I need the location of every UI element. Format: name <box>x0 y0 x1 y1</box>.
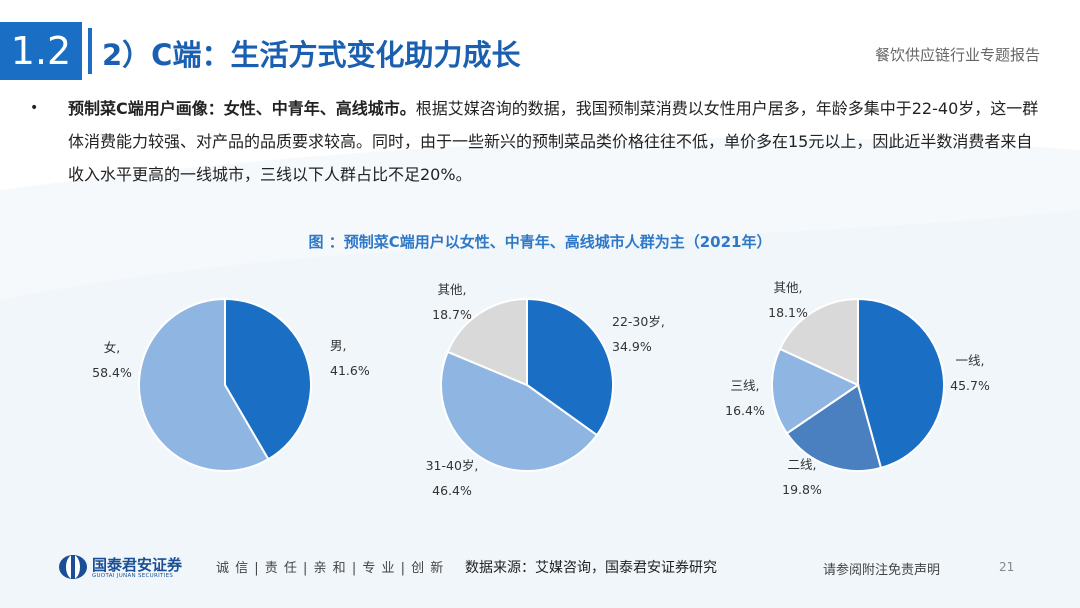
title-divider-bar <box>88 28 92 74</box>
slice-value-label: 34.9% <box>612 339 652 354</box>
bullet-lead: 预制菜C端用户画像：女性、中青年、高线城市。 <box>68 99 416 118</box>
slice-value-label: 18.1% <box>768 305 808 320</box>
slice-value-label: 45.7% <box>950 378 990 393</box>
page-number: 21 <box>999 560 1015 574</box>
company-logo: 国泰君安证券 GUOTAI JUNAN SECURITIES <box>58 552 208 582</box>
slice-label: 其他, <box>774 280 803 295</box>
slice-value-label: 18.7% <box>432 307 472 322</box>
data-source: 数据来源：艾媒咨询，国泰君安证券研究 <box>465 560 717 576</box>
slice-value-label: 16.4% <box>725 403 765 418</box>
slice-label: 二线, <box>788 457 817 472</box>
slice-label: 其他, <box>438 282 467 297</box>
section-number: 1.2 <box>0 22 82 80</box>
bullet-marker: • <box>30 100 39 116</box>
bullet-paragraph: • 预制菜C端用户画像：女性、中青年、高线城市。根据艾媒咨询的数据，我国预制菜消… <box>30 92 1040 191</box>
company-slogan: 诚 信 | 责 任 | 亲 和 | 专 业 | 创 新 <box>216 561 445 576</box>
logo-mark-icon <box>59 555 87 579</box>
pie-slice <box>446 297 528 387</box>
pie-slice <box>138 297 270 472</box>
page-title: 2）C端：生活方式变化助力成长 <box>102 38 521 72</box>
pie-slice <box>785 383 883 472</box>
pie-slice <box>440 350 599 472</box>
slice-value-label: 58.4% <box>92 365 132 380</box>
figure-title: 图 ：预制菜C端用户以女性、中青年、高线城市人群为主（2021年） <box>308 233 772 251</box>
footer: 国泰君安证券 GUOTAI JUNAN SECURITIES 诚 信 | 责 任… <box>0 548 1080 588</box>
pie-slice <box>224 297 312 461</box>
pie-slice <box>526 297 614 437</box>
slice-value-label: 19.8% <box>782 482 822 497</box>
slice-label: 22-30岁, <box>612 314 665 329</box>
pie-slice <box>778 297 859 387</box>
logo-cn-text: 国泰君安证券 <box>92 556 183 574</box>
slide-header: 1.2 2）C端：生活方式变化助力成长 餐饮供应链行业专题报告 <box>0 22 1080 80</box>
bullet-body: 根据艾媒咨询的数据，我国预制菜消费以女性用户居多，年龄多集中于22-40岁，这一… <box>68 99 1039 184</box>
bullet-text: 预制菜C端用户画像：女性、中青年、高线城市。根据艾媒咨询的数据，我国预制菜消费以… <box>68 92 1040 191</box>
slice-label: 一线, <box>956 353 985 368</box>
slice-label: 女, <box>104 340 120 355</box>
slice-label: 31-40岁, <box>426 458 479 473</box>
pie-slice <box>857 297 945 470</box>
logo-en-text: GUOTAI JUNAN SECURITIES <box>92 573 174 579</box>
disclaimer-link[interactable]: 请参阅附注免责声明 <box>823 563 941 578</box>
slice-label: 三线, <box>731 378 760 393</box>
slice-value-label: 41.6% <box>330 363 370 378</box>
slice-label: 男, <box>330 338 346 353</box>
report-name: 餐饮供应链行业专题报告 <box>874 46 1040 64</box>
slice-value-label: 46.4% <box>432 483 472 498</box>
pie-slice <box>771 347 861 435</box>
